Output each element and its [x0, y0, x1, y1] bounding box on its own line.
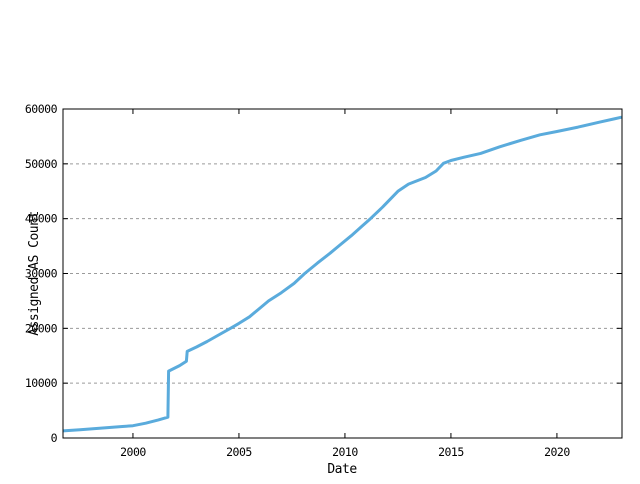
y-tick-label: 60000: [25, 102, 58, 116]
data-series: [62, 115, 622, 433]
y-tick-label: 30000: [25, 267, 58, 281]
y-axis-title: Assigned AS Count: [27, 211, 42, 336]
y-tick-label: 20000: [25, 321, 58, 335]
x-tick-label: 2020: [544, 445, 570, 459]
assigned-as-count-line: [62, 115, 622, 433]
axes: [62, 108, 623, 439]
y-tick-label: 50000: [25, 157, 58, 171]
y-tick-label: 10000: [25, 376, 58, 390]
tick-labels: 2000 2005 2010 2015 2020 0 10000 20000 30000 4000…: [25, 102, 571, 459]
x-tick-label: 2005: [226, 445, 252, 459]
x-axis-title: Date: [327, 462, 357, 477]
y-tick-label: 0: [51, 431, 58, 445]
x-tick-label: 2010: [332, 445, 358, 459]
gridlines: [64, 163, 621, 384]
x-tick-label: 2000: [120, 445, 146, 459]
y-tick-label: 40000: [25, 212, 58, 226]
x-tick-label: 2015: [438, 445, 464, 459]
